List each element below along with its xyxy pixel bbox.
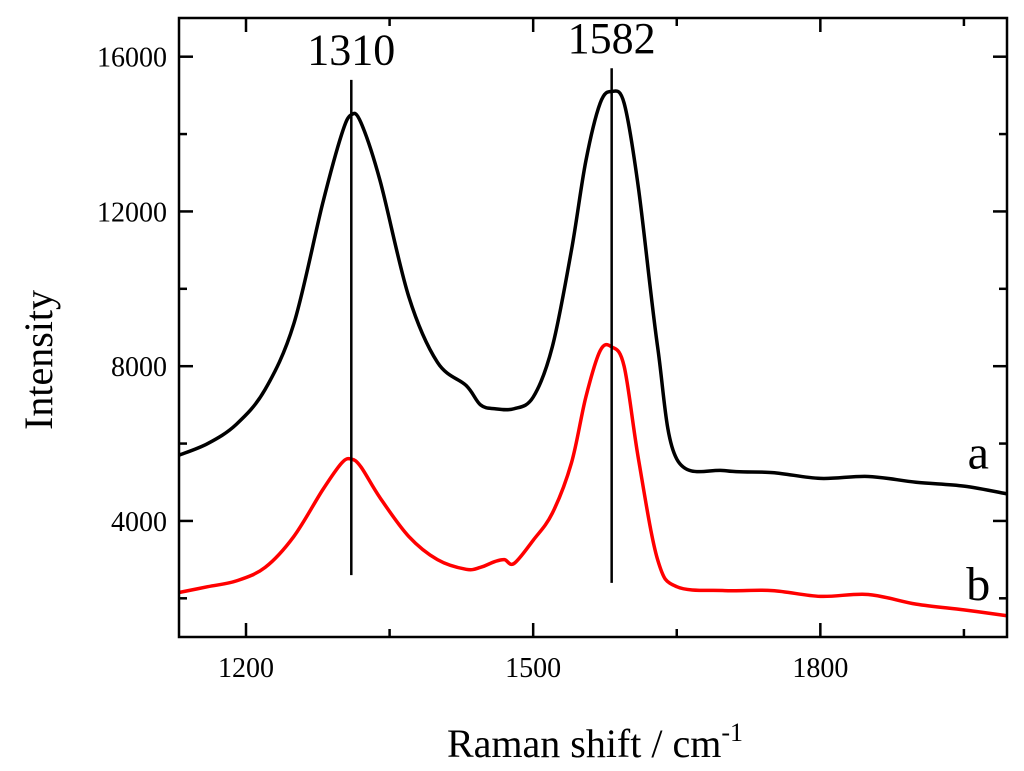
plot-area [178,68,1008,618]
x-tick-label: 1500 [505,653,561,684]
ticks [179,18,1007,637]
y-axis-title: Intensity [16,290,61,430]
series-line-b [178,342,1008,618]
x-tick-label: 1200 [218,653,274,684]
peak-label-1582: 1582 [568,14,656,63]
plot-frame [177,16,1009,639]
y-tick-label: 8000 [111,352,167,383]
x-axis-title-superscript: -1 [721,718,743,747]
series-label-b: b [966,558,990,611]
x-tick-label: 1800 [792,653,848,684]
y-tick-label: 16000 [97,43,167,74]
series-label-a: a [968,427,989,480]
y-tick-label: 4000 [111,507,167,538]
series-line-a [178,89,1008,496]
peak-label-1310: 1310 [307,25,395,74]
x-axis-title: Raman shift / cm-1 [447,718,743,766]
y-tick-label: 12000 [97,197,167,228]
labels: Intensity Raman shift / cm-1 1200 1500 180… [16,14,990,766]
x-axis-title-text: Raman shift / cm [447,721,721,766]
axes [177,16,1009,639]
